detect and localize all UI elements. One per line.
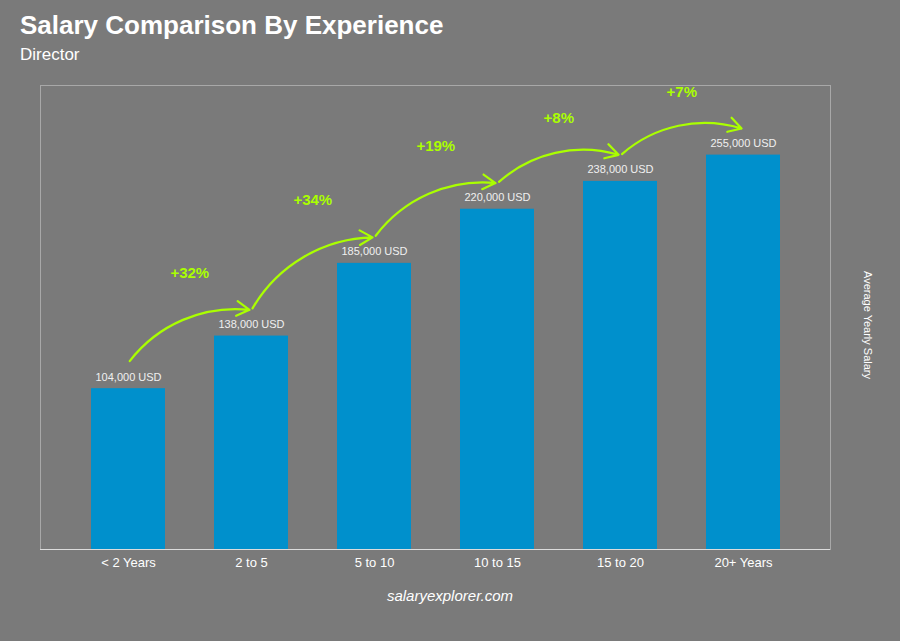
svg-text:+19%: +19% bbox=[416, 137, 455, 154]
svg-text:+32%: +32% bbox=[170, 264, 209, 281]
svg-text:+7%: +7% bbox=[667, 83, 697, 100]
html-text:Director: Director bbox=[20, 45, 80, 64]
svg-text:238,000 USD: 238,000 USD bbox=[587, 163, 653, 175]
html-text:salaryexplorer.com: salaryexplorer.com bbox=[386, 587, 514, 604]
svg-text:104,000 USD: 104,000 USD bbox=[95, 371, 161, 383]
svg-text:10 to 15: 10 to 15 bbox=[474, 555, 521, 570]
svg-text:2 to 5: 2 to 5 bbox=[235, 555, 268, 570]
svg-text:255,000 USD: 255,000 USD bbox=[710, 137, 776, 149]
svg-text:< 2 Years: < 2 Years bbox=[101, 555, 156, 570]
svg-text:+34%: +34% bbox=[293, 191, 332, 208]
svg-text:5 to 10: 5 to 10 bbox=[355, 555, 395, 570]
svg-text:+8%: +8% bbox=[544, 109, 574, 126]
svg-text:15 to 20: 15 to 20 bbox=[597, 555, 644, 570]
svg-text:138,000 USD: 138,000 USD bbox=[218, 318, 284, 330]
svg-text:185,000 USD: 185,000 USD bbox=[341, 245, 407, 257]
html-text:Average Yearly Salary: Average Yearly Salary bbox=[862, 271, 874, 379]
svg-text:20+ Years: 20+ Years bbox=[714, 555, 773, 570]
svg-text:220,000 USD: 220,000 USD bbox=[464, 191, 530, 203]
html-text:Salary Comparison By Experienc: Salary Comparison By Experience bbox=[20, 10, 444, 40]
